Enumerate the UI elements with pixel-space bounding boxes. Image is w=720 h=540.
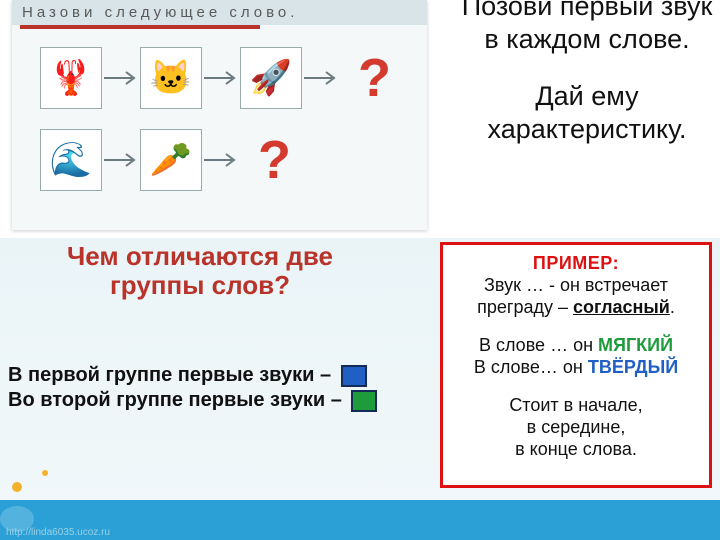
- example-line-1: Звук … - он встречает: [449, 275, 703, 297]
- example-title: ПРИМЕР:: [449, 253, 703, 275]
- example-box: ПРИМЕР: Звук … - он встречает преграду –…: [440, 242, 712, 488]
- picture-row-2: 🌊 🥕 ?: [40, 129, 415, 191]
- groups-block: В первой группе первые звуки – Во второй…: [8, 364, 438, 414]
- decor-dot-icon: [42, 470, 48, 476]
- decor-dot-icon: [12, 482, 22, 492]
- example-l3-pre: В слове … он: [479, 335, 598, 355]
- group-line-1-text: В первой группе первые звуки –: [8, 364, 337, 387]
- example-line-2: преграду – согласный.: [449, 297, 703, 319]
- example-line-3: В слове … он МЯГКИЙ: [449, 335, 703, 357]
- picture-stream: 🌊: [40, 129, 102, 191]
- exercise-title: Назови следующее слово.: [12, 0, 427, 25]
- example-keyword-hard: ТВЁРДЫЙ: [588, 357, 678, 377]
- picture-crayfish: 🦞: [40, 47, 102, 109]
- question-heading: Чем отличаются две группы слов?: [60, 242, 340, 299]
- turnip-icon: 🥕: [150, 140, 192, 180]
- arrow-icon: [102, 151, 140, 169]
- arrow-icon: [102, 69, 140, 87]
- instruction-line-1: Позови первый звук в каждом слове.: [452, 0, 720, 56]
- stream-icon: 🌊: [50, 140, 92, 180]
- instructions-text: Позови первый звук в каждом слове. Дай е…: [452, 0, 720, 170]
- watermark-text: http://linda6035.ucoz.ru: [6, 527, 110, 538]
- example-line-4: В слове… он ТВЁРДЫЙ: [449, 357, 703, 379]
- group-line-1: В первой группе первые звуки –: [8, 364, 438, 387]
- instruction-line-2: Дай ему характеристику.: [452, 80, 720, 146]
- blue-swatch-icon: [341, 365, 367, 387]
- question-mark-icon: ?: [358, 51, 391, 105]
- green-swatch-icon: [351, 390, 377, 412]
- example-l2-post: .: [670, 297, 675, 317]
- bottom-area: Чем отличаются две группы слов? В первой…: [0, 238, 720, 540]
- picture-turnip: 🥕: [140, 129, 202, 191]
- group-line-2-text: Во второй группе первые звуки –: [8, 389, 347, 412]
- picture-rows: 🦞 🐱 🚀 ? 🌊 🥕 ?: [12, 29, 427, 219]
- picture-lynx: 🐱: [140, 47, 202, 109]
- rocket-icon: 🚀: [250, 58, 292, 98]
- question-mark-icon: ?: [258, 133, 291, 187]
- example-l4-pre: В слове… он: [474, 357, 588, 377]
- arrow-icon: [202, 151, 240, 169]
- lynx-icon: 🐱: [150, 58, 192, 98]
- example-l2-pre: преграду –: [477, 297, 573, 317]
- group-line-2: Во второй группе первые звуки –: [8, 389, 438, 412]
- example-line-5: Стоит в начале,: [449, 395, 703, 417]
- arrow-icon: [202, 69, 240, 87]
- example-line-6: в середине,: [449, 417, 703, 439]
- example-keyword-consonant: согласный: [573, 297, 670, 317]
- arrow-icon: [302, 69, 340, 87]
- crayfish-icon: 🦞: [50, 58, 92, 98]
- exercise-panel: Назови следующее слово. 🦞 🐱 🚀 ? 🌊 🥕 ?: [12, 0, 427, 230]
- top-area: Назови следующее слово. 🦞 🐱 🚀 ? 🌊 🥕 ?: [0, 0, 720, 238]
- example-keyword-soft: МЯГКИЙ: [598, 335, 673, 355]
- picture-rocket: 🚀: [240, 47, 302, 109]
- picture-row-1: 🦞 🐱 🚀 ?: [40, 47, 415, 109]
- example-line-7: в конце слова.: [449, 439, 703, 461]
